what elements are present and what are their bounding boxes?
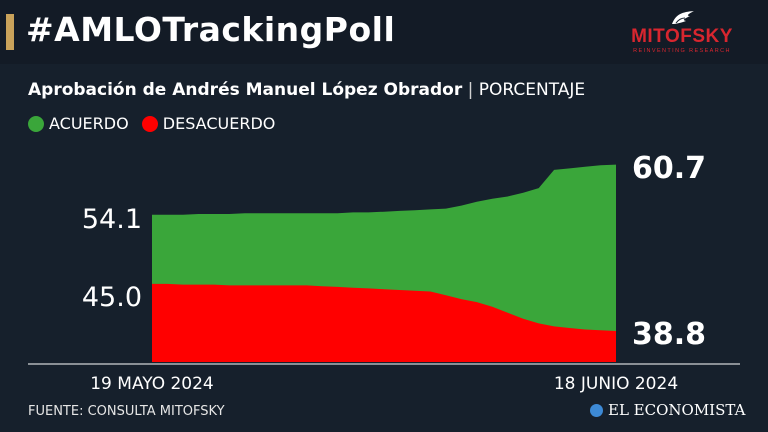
chart-legend: ACUERDO DESACUERDO bbox=[28, 114, 283, 136]
subtitle-main: Aprobación de Andrés Manuel López Obrado… bbox=[28, 80, 463, 100]
legend-item-desacuerdo: DESACUERDO bbox=[141, 114, 276, 133]
x-tick-start: 19 MAYO 2024 bbox=[90, 374, 214, 394]
subtitle-separator: | bbox=[467, 80, 474, 100]
start-label-acuerdo: 54.1 bbox=[82, 204, 142, 235]
legend-swatch-acuerdo bbox=[28, 115, 44, 132]
area-desacuerdo bbox=[152, 283, 616, 362]
subtitle-unit: PORCENTAJE bbox=[478, 80, 586, 100]
page-title: #AMLOTrackingPoll bbox=[26, 10, 396, 49]
logo-tagline: REINVENTING RESEARCH bbox=[633, 48, 731, 54]
legend-item-acuerdo: ACUERDO bbox=[28, 114, 129, 133]
el-economista-logo: EL ECONOMISTA bbox=[590, 401, 745, 419]
footer-source: FUENTE: CONSULTA MITOFSKY bbox=[28, 404, 225, 419]
legend-swatch-desacuerdo bbox=[141, 115, 158, 132]
chart-subtitle: Aprobación de Andrés Manuel López Obrado… bbox=[28, 80, 585, 100]
el-economista-icon bbox=[590, 403, 603, 417]
end-label-desacuerdo: 38.8 bbox=[632, 317, 706, 352]
x-tick-end: 18 JUNIO 2024 bbox=[554, 374, 678, 394]
mitofsky-logo: MITOFSKY REINVENTING RESEARCH bbox=[620, 8, 750, 58]
title-accent-bar bbox=[6, 14, 14, 50]
legend-label-acuerdo: ACUERDO bbox=[49, 114, 129, 133]
header-bar: #AMLOTrackingPoll MITOFSKY REINVENTING R… bbox=[0, 0, 768, 64]
logo-wordmark: MITOFSKY bbox=[631, 26, 733, 47]
start-label-desacuerdo: 45.0 bbox=[82, 282, 142, 313]
eagle-logo-icon bbox=[672, 11, 694, 24]
legend-label-desacuerdo: DESACUERDO bbox=[162, 114, 276, 133]
footer-brand-text: EL ECONOMISTA bbox=[608, 401, 746, 419]
end-label-acuerdo: 60.7 bbox=[632, 151, 706, 186]
